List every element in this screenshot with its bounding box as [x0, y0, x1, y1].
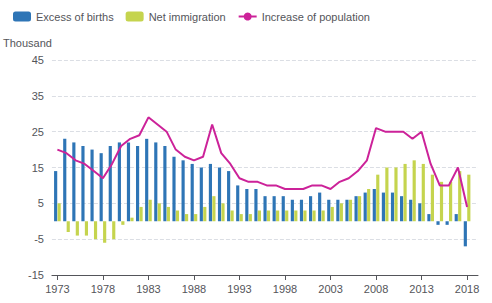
svg-text:1988: 1988	[182, 283, 206, 295]
svg-text:2003: 2003	[318, 283, 342, 295]
svg-text:2018: 2018	[455, 283, 479, 295]
svg-text:15: 15	[32, 162, 44, 174]
svg-text:1993: 1993	[227, 283, 251, 295]
svg-text:45: 45	[32, 54, 44, 66]
svg-text:1983: 1983	[136, 283, 160, 295]
svg-text:1998: 1998	[273, 283, 297, 295]
svg-text:Increase of population: Increase of population	[262, 11, 370, 23]
svg-text:Excess of births: Excess of births	[36, 11, 114, 23]
svg-text:-15: -15	[28, 269, 44, 281]
svg-text:25: 25	[32, 126, 44, 138]
svg-text:-5: -5	[34, 233, 44, 245]
svg-text:Net immigration: Net immigration	[149, 11, 226, 23]
svg-text:35: 35	[32, 90, 44, 102]
svg-text:2013: 2013	[409, 283, 433, 295]
svg-text:1973: 1973	[45, 283, 69, 295]
svg-text:2008: 2008	[364, 283, 388, 295]
svg-text:1978: 1978	[91, 283, 115, 295]
svg-text:Thousand: Thousand	[3, 37, 52, 49]
svg-text:5: 5	[38, 197, 44, 209]
